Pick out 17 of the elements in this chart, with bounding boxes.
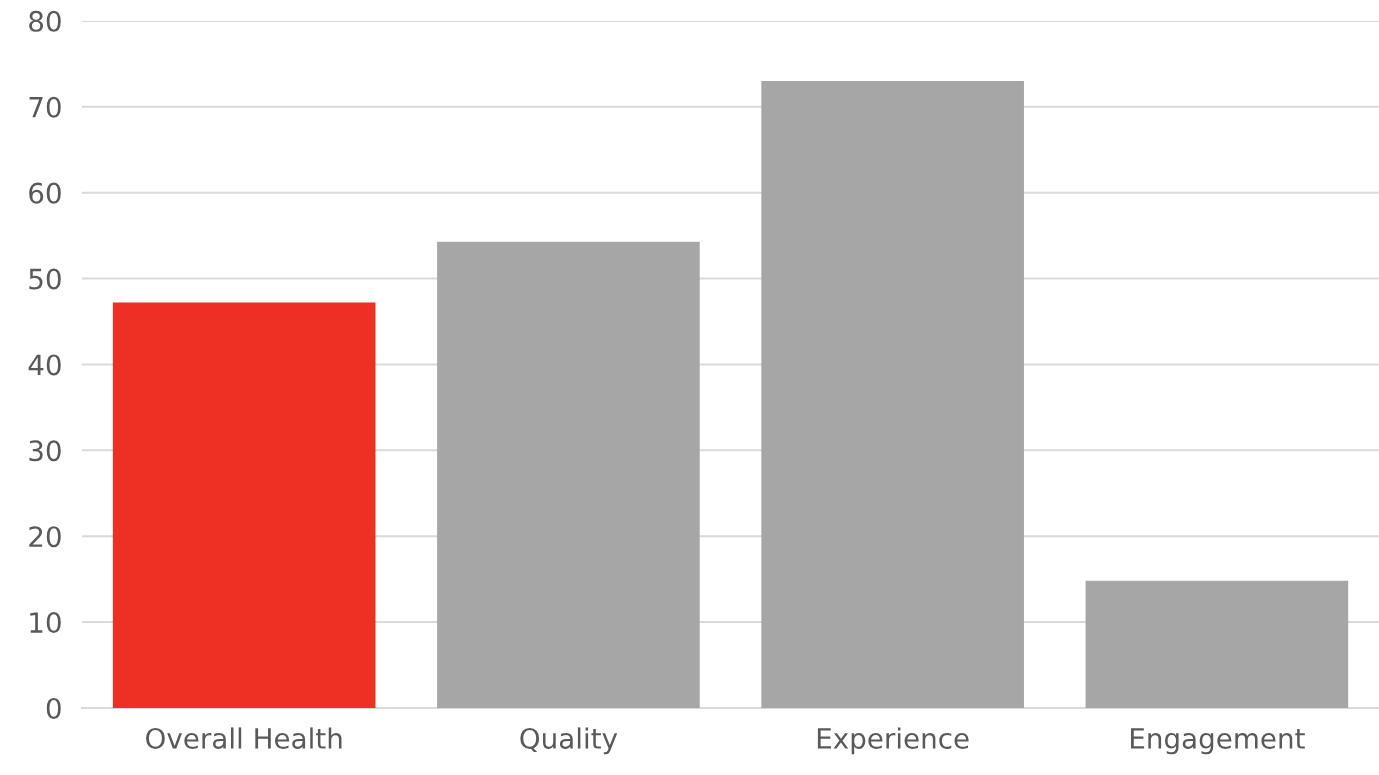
x-tick-label: Experience (817, 727, 969, 755)
bar (437, 241, 700, 708)
bar (112, 302, 376, 708)
x-tick-label: Overall Health (146, 727, 342, 749)
y-tick-label: 80 (29, 10, 61, 32)
y-tick-label: 20 (29, 526, 61, 548)
y-tick-label: 40 (28, 354, 61, 376)
y-tick-label: 30 (29, 440, 61, 462)
y-tick-label: 50 (29, 268, 61, 290)
bar (761, 81, 1024, 708)
y-tick-label: 60 (29, 182, 61, 204)
x-tick-label: Engagement (1131, 728, 1305, 755)
y-tick-label: 10 (30, 612, 61, 634)
y-tick-label: 70 (29, 96, 61, 118)
bar (1085, 580, 1349, 708)
y-tick-label: 0 (46, 697, 61, 719)
x-tick-label: Quality (520, 727, 618, 755)
